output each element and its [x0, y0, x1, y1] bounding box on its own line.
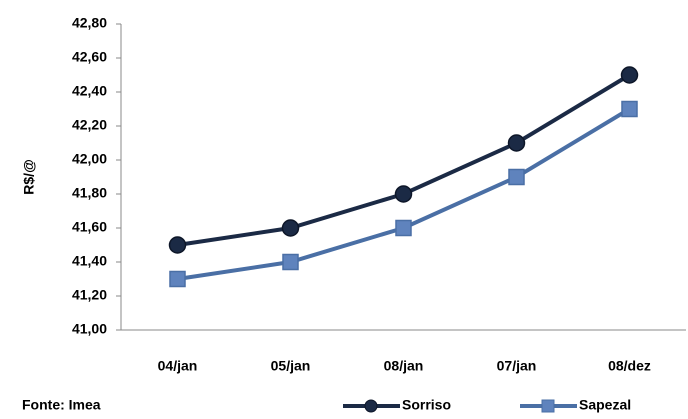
data-point: [394, 185, 413, 203]
legend-label: Sorriso: [402, 397, 451, 413]
x-tick-label: 07/jan: [497, 358, 537, 374]
y-axis-title: R$/@: [21, 159, 37, 194]
legend-label: Sapezal: [579, 397, 631, 413]
series-line: [177, 73, 631, 247]
y-tick-label: 41,60: [72, 219, 107, 235]
legend-marker: [541, 399, 555, 413]
data-point: [282, 253, 299, 271]
y-tick-label: 42,20: [72, 117, 107, 133]
y-tick-label: 41,20: [72, 287, 107, 303]
data-point: [168, 236, 187, 254]
x-tick-label: 05/jan: [271, 358, 311, 374]
data-point: [508, 168, 525, 186]
data-point: [395, 219, 412, 237]
data-point: [281, 219, 300, 237]
y-tick-label: 42,40: [72, 83, 107, 99]
y-tick-label: 42,00: [72, 151, 107, 167]
data-point: [507, 134, 526, 152]
data-point: [620, 66, 639, 84]
y-tick-label: 41,00: [72, 321, 107, 337]
legend-marker: [364, 399, 378, 413]
x-tick-label: 08/jan: [384, 358, 424, 374]
data-point: [169, 270, 186, 288]
source-note: Fonte: Imea: [22, 397, 101, 413]
y-tick-label: 41,80: [72, 185, 107, 201]
x-tick-label: 08/dez: [608, 358, 651, 374]
y-tick-label: 41,40: [72, 253, 107, 269]
x-tick-label: 04/jan: [158, 358, 198, 374]
y-tick-label: 42,60: [72, 49, 107, 65]
y-tick-label: 42,80: [72, 15, 107, 31]
data-point: [621, 100, 638, 118]
